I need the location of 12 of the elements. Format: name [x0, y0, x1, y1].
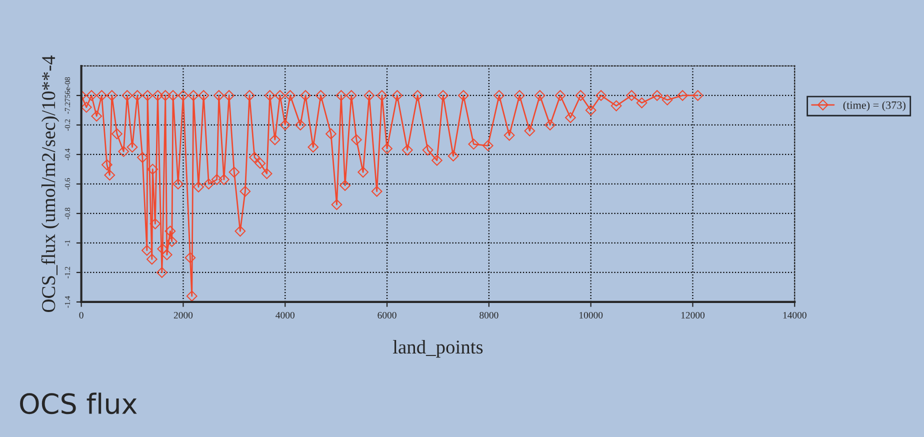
x-tick-label: 10000	[580, 312, 603, 319]
x-tick-label: 8000	[480, 312, 498, 319]
x-tick-label: 4000	[276, 312, 294, 319]
x-tick-label: 14000	[783, 312, 806, 319]
x-axis-title: land_points	[392, 340, 483, 358]
x-tick-label: 6000	[378, 312, 396, 319]
y-axis-title: OCS_flux (umol/m2/sec)/10**-4	[41, 55, 60, 312]
x-tick-label: 2000	[174, 312, 193, 319]
text: OCS flux	[20, 392, 137, 414]
x-tick-label: 0	[79, 312, 84, 319]
x-tick-label: 12000	[681, 312, 705, 319]
legend-label: (time) = (373)	[843, 101, 906, 112]
